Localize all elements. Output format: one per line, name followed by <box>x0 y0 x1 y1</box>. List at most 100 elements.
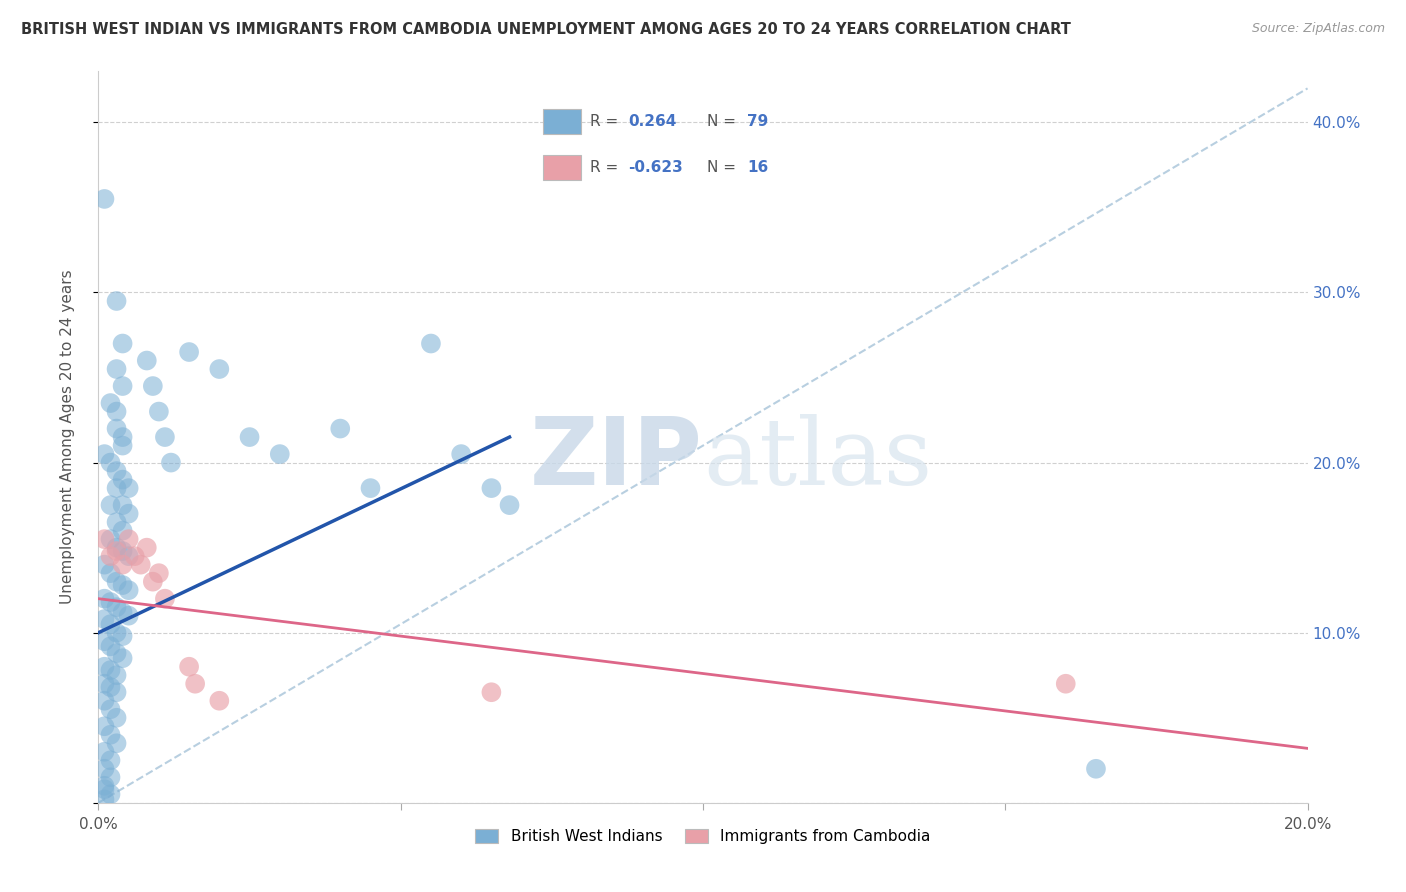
Point <box>481 685 503 699</box>
Point <box>111 336 134 351</box>
Text: ZIP: ZIP <box>530 413 703 505</box>
Point <box>100 566 122 581</box>
Point <box>184 677 207 691</box>
Point <box>100 595 122 609</box>
Point <box>111 605 134 619</box>
Point <box>142 379 165 393</box>
Point <box>105 464 128 478</box>
Point <box>105 711 128 725</box>
Point <box>148 566 170 581</box>
Point <box>105 625 128 640</box>
Point <box>360 481 382 495</box>
Point <box>105 404 128 418</box>
Point <box>118 583 141 598</box>
Point <box>129 558 152 572</box>
Point <box>111 473 134 487</box>
Point <box>118 507 141 521</box>
Point <box>329 421 352 435</box>
Point <box>93 558 115 572</box>
Point <box>105 293 128 308</box>
Point <box>93 659 115 673</box>
Point <box>118 608 141 623</box>
Point <box>93 762 115 776</box>
Point <box>105 668 128 682</box>
Point <box>93 634 115 648</box>
Point <box>208 362 231 376</box>
Point <box>105 515 128 529</box>
Point <box>148 404 170 418</box>
Point <box>105 646 128 660</box>
Point <box>239 430 262 444</box>
Point <box>135 541 157 555</box>
Point <box>135 353 157 368</box>
Point <box>111 379 134 393</box>
Point <box>93 591 115 606</box>
Text: atlas: atlas <box>703 414 932 504</box>
Point <box>100 728 122 742</box>
Point <box>160 456 183 470</box>
Point <box>100 532 122 546</box>
Point <box>100 663 122 677</box>
Point <box>105 541 128 555</box>
Point <box>100 498 122 512</box>
Point <box>93 779 115 793</box>
Point <box>481 481 503 495</box>
Point <box>111 651 134 665</box>
Point <box>93 612 115 626</box>
Point <box>179 345 201 359</box>
Point <box>100 753 122 767</box>
Legend: British West Indians, Immigrants from Cambodia: British West Indians, Immigrants from Ca… <box>470 822 936 850</box>
Point <box>153 591 176 606</box>
Point <box>100 787 122 801</box>
Point <box>100 770 122 784</box>
Point <box>105 736 128 750</box>
Point <box>93 792 115 806</box>
Point <box>105 600 128 615</box>
Point <box>93 447 115 461</box>
Point <box>105 421 128 435</box>
Point <box>111 439 134 453</box>
Point <box>450 447 472 461</box>
Point <box>105 544 128 558</box>
Point <box>142 574 165 589</box>
Point <box>93 677 115 691</box>
Point <box>93 694 115 708</box>
Point <box>100 456 122 470</box>
Point <box>111 498 134 512</box>
Point <box>105 685 128 699</box>
Point <box>420 336 443 351</box>
Point <box>100 549 122 563</box>
Point <box>111 544 134 558</box>
Point <box>105 481 128 495</box>
Point <box>208 694 231 708</box>
Point <box>118 481 141 495</box>
Point <box>118 549 141 563</box>
Point <box>118 532 141 546</box>
Point <box>269 447 291 461</box>
Point <box>100 617 122 632</box>
Point <box>179 659 201 673</box>
Point <box>498 498 520 512</box>
Point <box>93 532 115 546</box>
Point <box>111 430 134 444</box>
Point <box>111 558 134 572</box>
Point <box>111 629 134 643</box>
Point <box>1085 762 1108 776</box>
Y-axis label: Unemployment Among Ages 20 to 24 years: Unemployment Among Ages 20 to 24 years <box>60 269 75 605</box>
Point <box>111 524 134 538</box>
Point <box>100 702 122 716</box>
Point <box>105 362 128 376</box>
Point <box>1054 677 1077 691</box>
Point <box>153 430 176 444</box>
Point <box>100 640 122 654</box>
Point <box>93 719 115 733</box>
Point <box>93 782 115 797</box>
Text: BRITISH WEST INDIAN VS IMMIGRANTS FROM CAMBODIA UNEMPLOYMENT AMONG AGES 20 TO 24: BRITISH WEST INDIAN VS IMMIGRANTS FROM C… <box>21 22 1071 37</box>
Text: Source: ZipAtlas.com: Source: ZipAtlas.com <box>1251 22 1385 36</box>
Point <box>105 574 128 589</box>
Point <box>124 549 146 563</box>
Point <box>111 578 134 592</box>
Point <box>93 192 115 206</box>
Point <box>93 745 115 759</box>
Point <box>100 680 122 694</box>
